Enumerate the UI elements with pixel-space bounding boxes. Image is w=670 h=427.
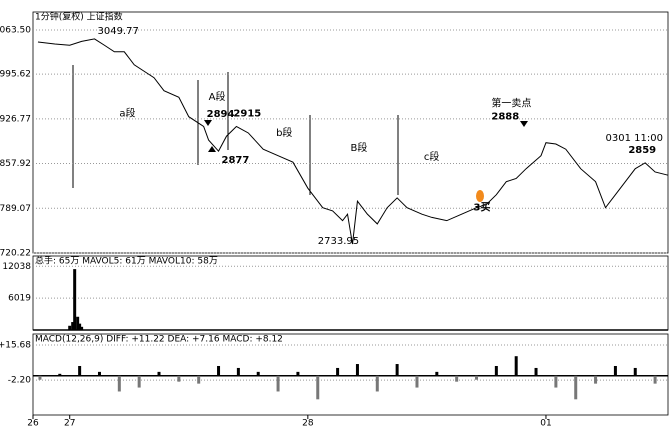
bar [574, 375, 578, 400]
bar [177, 375, 181, 382]
bar [58, 373, 62, 376]
x-tick-label: 26 [27, 419, 39, 427]
bar [455, 375, 459, 382]
annotation: b段 [276, 126, 292, 139]
arrow-down [204, 120, 212, 126]
arrow-up [208, 146, 216, 152]
bar [80, 326, 84, 330]
bar [73, 269, 77, 330]
panel-title: 1分钟(复权) 上证指数 [35, 11, 123, 23]
y-tick-label: 2857.92 [0, 159, 31, 169]
panel-frame [32, 333, 669, 416]
annotation: 2877 [222, 155, 250, 166]
bar [256, 371, 260, 376]
annotation: 2894 [207, 109, 235, 120]
y-tick-label: 3063.50 [0, 26, 31, 36]
annotation: c段 [424, 150, 440, 163]
arrow-down [520, 121, 528, 127]
bar [78, 365, 82, 376]
bar [97, 371, 101, 376]
annotation: a段 [119, 106, 135, 119]
bar [76, 316, 80, 330]
x-tick-label: 27 [64, 419, 75, 427]
panel-title: 总手: 65万 MAVOL5: 61万 MAVOL10: 58万 [35, 255, 218, 267]
bar [633, 367, 637, 376]
bar [197, 375, 201, 384]
panel-frame [32, 11, 669, 254]
y-tick-label: 2995.62 [0, 70, 31, 80]
bar [316, 375, 320, 400]
bar [236, 367, 240, 376]
annotation: 2859 [628, 145, 656, 156]
annotation: 3买 [474, 202, 491, 214]
bar [78, 323, 82, 330]
annotation: 2733.95 [318, 236, 359, 247]
bar [435, 371, 439, 376]
bar [157, 371, 161, 376]
x-tick-label: 28 [302, 419, 314, 427]
x-tick-label: 01 [540, 419, 551, 427]
y-tick-label: +15.68 [0, 341, 31, 351]
bar [296, 371, 300, 376]
panel-title: MACD(12,26,9) DIFF: +11.22 DEA: +7.16 MA… [35, 335, 283, 345]
bar [494, 365, 498, 376]
annotation: 2888 [491, 112, 519, 123]
bar [475, 375, 479, 380]
annotation: 第一卖点 [491, 97, 531, 110]
bar [395, 364, 399, 376]
bar [594, 375, 598, 384]
bar [355, 364, 359, 376]
y-tick-label: 6019 [8, 294, 31, 304]
bar [71, 322, 75, 330]
bar [117, 375, 121, 392]
bar [276, 375, 280, 392]
y-tick-label: -2.20 [8, 376, 32, 386]
annotation: 2915 [233, 108, 261, 119]
y-tick-label: 12038 [2, 262, 31, 272]
bar [38, 375, 42, 380]
bar [68, 325, 72, 330]
bar [534, 367, 538, 376]
bar [217, 365, 221, 376]
arrows [204, 120, 528, 152]
bar [137, 375, 141, 388]
annotation: 0301 11:00 [605, 133, 662, 144]
annotation: A段 [209, 90, 226, 103]
bar [554, 375, 558, 388]
buy-marker [476, 190, 484, 202]
y-tick-label: 2720.22 [0, 249, 31, 259]
bar [514, 356, 518, 376]
bar [415, 375, 419, 388]
bar [613, 365, 617, 376]
bar [375, 375, 379, 392]
price-line [37, 38, 669, 245]
annotation: B段 [351, 141, 368, 154]
bar [336, 367, 340, 376]
bar [653, 375, 657, 384]
annotation: 3049.77 [97, 26, 138, 37]
